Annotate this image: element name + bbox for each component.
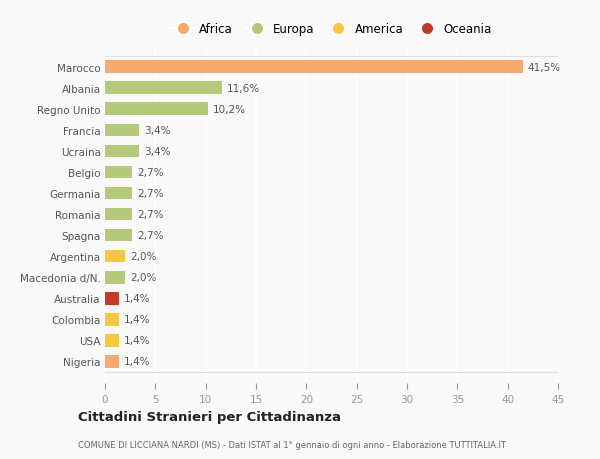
Text: Cittadini Stranieri per Cittadinanza: Cittadini Stranieri per Cittadinanza: [78, 410, 341, 423]
Text: 3,4%: 3,4%: [144, 146, 171, 157]
Bar: [105, 61, 523, 74]
Bar: [105, 208, 132, 221]
Bar: [105, 334, 119, 347]
Text: 2,7%: 2,7%: [137, 230, 164, 241]
Text: 11,6%: 11,6%: [227, 84, 260, 94]
Bar: [105, 355, 119, 368]
Bar: [105, 271, 125, 284]
Text: 1,4%: 1,4%: [124, 294, 151, 303]
Bar: [105, 166, 132, 179]
Text: 1,4%: 1,4%: [124, 357, 151, 367]
Text: 41,5%: 41,5%: [528, 62, 561, 73]
Text: COMUNE DI LICCIANA NARDI (MS) - Dati ISTAT al 1° gennaio di ogni anno - Elaboraz: COMUNE DI LICCIANA NARDI (MS) - Dati IST…: [78, 441, 506, 449]
Text: 2,0%: 2,0%: [130, 252, 157, 262]
Legend: Africa, Europa, America, Oceania: Africa, Europa, America, Oceania: [166, 18, 497, 40]
Text: 1,4%: 1,4%: [124, 336, 151, 346]
Bar: [105, 145, 139, 158]
Bar: [105, 124, 139, 137]
Text: 2,7%: 2,7%: [137, 189, 164, 199]
Text: 2,0%: 2,0%: [130, 273, 157, 283]
Bar: [105, 103, 208, 116]
Bar: [105, 82, 222, 95]
Bar: [105, 230, 132, 242]
Text: 1,4%: 1,4%: [124, 314, 151, 325]
Bar: [105, 187, 132, 200]
Text: 3,4%: 3,4%: [144, 126, 171, 135]
Text: 2,7%: 2,7%: [137, 210, 164, 219]
Text: 10,2%: 10,2%: [213, 105, 246, 115]
Bar: [105, 313, 119, 326]
Text: 2,7%: 2,7%: [137, 168, 164, 178]
Bar: [105, 250, 125, 263]
Bar: [105, 292, 119, 305]
